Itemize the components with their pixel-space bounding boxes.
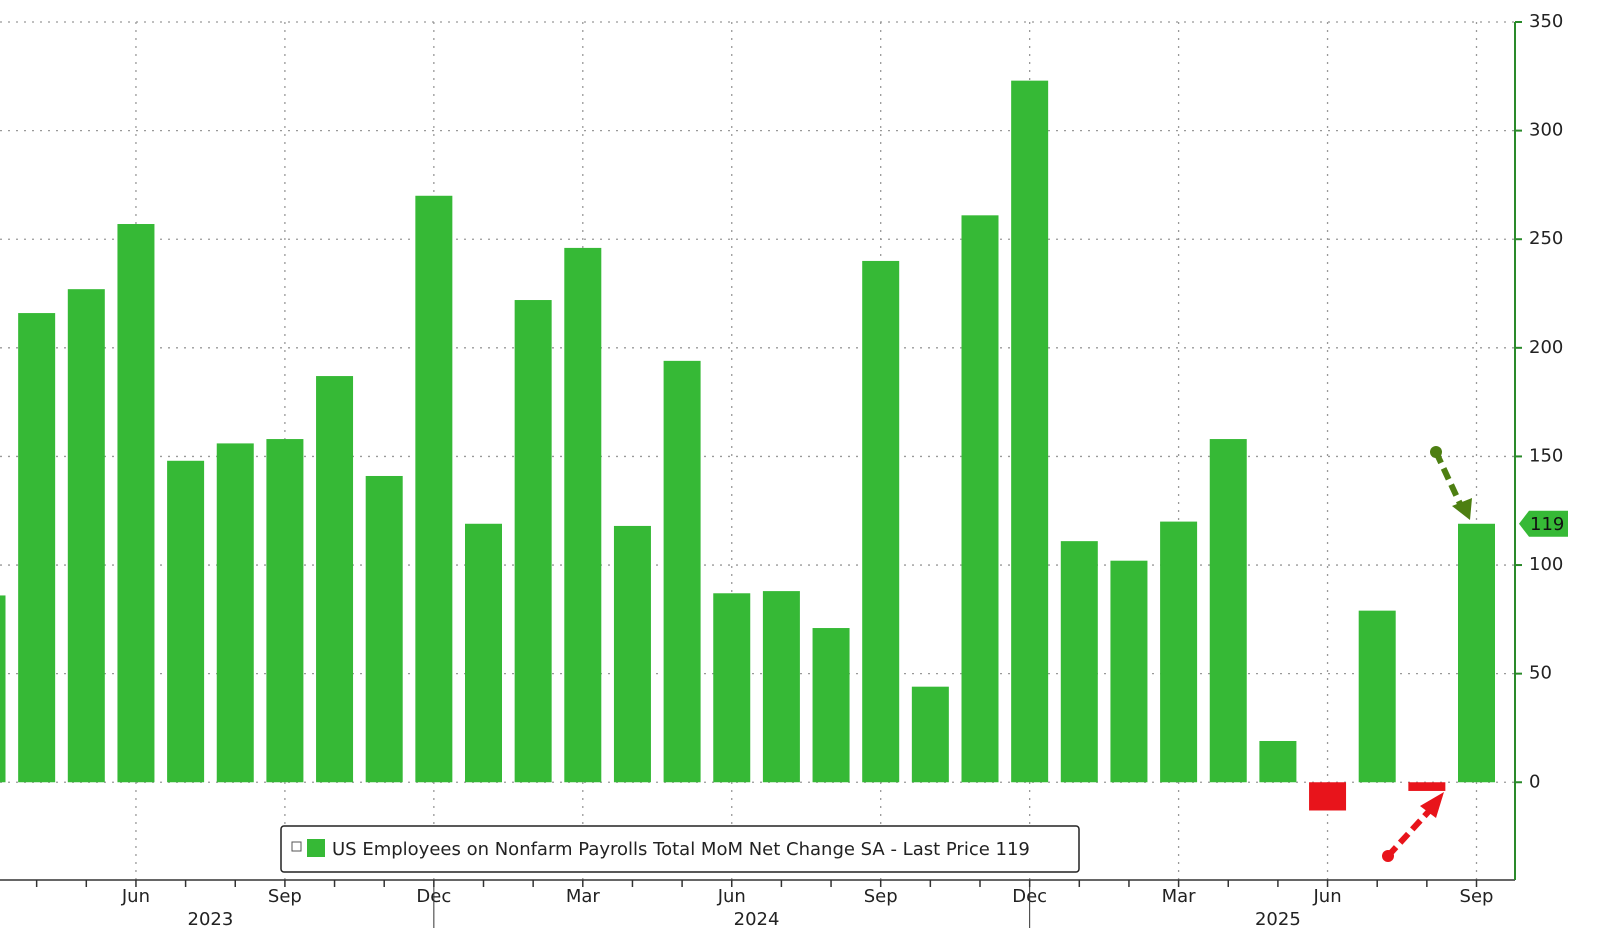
bar (1309, 782, 1347, 811)
y-tick-label: 150 (1529, 445, 1563, 466)
year-label: 2025 (1255, 909, 1301, 930)
year-label: 2024 (734, 909, 780, 930)
bar (1160, 521, 1198, 783)
legend-label: US Employees on Nonfarm Payrolls Total M… (332, 839, 1030, 860)
legend-swatch (307, 839, 325, 857)
bar (167, 460, 205, 783)
bar (1458, 523, 1495, 783)
annotation-arrows (1382, 446, 1472, 862)
bar (1011, 80, 1049, 783)
bar (514, 300, 552, 783)
bar (613, 525, 651, 783)
x-tick-label: Sep (864, 886, 898, 907)
bar (216, 443, 254, 783)
bar (316, 376, 354, 783)
y-tick-label: 100 (1529, 554, 1563, 575)
bar (1358, 610, 1396, 783)
bar (663, 360, 701, 783)
x-tick-label: Jun (121, 886, 150, 907)
bar (0, 595, 6, 783)
bar (961, 215, 999, 783)
last-price-tag (1519, 510, 1568, 537)
bar (465, 523, 502, 783)
legend-toggle (291, 841, 302, 852)
bar (862, 260, 900, 783)
bar (713, 593, 751, 783)
bar (1259, 740, 1297, 783)
bar (762, 591, 800, 783)
bar (415, 195, 453, 783)
legend-box (280, 825, 1080, 873)
x-tick-label: Mar (566, 886, 601, 907)
bar (1209, 439, 1247, 783)
bar (1110, 560, 1148, 783)
bar (266, 439, 304, 783)
bar (18, 313, 56, 783)
bar (67, 289, 105, 783)
x-tick-label: Sep (1460, 886, 1494, 907)
y-tick-label: 200 (1529, 337, 1563, 358)
x-tick-label: Jun (1312, 886, 1341, 907)
y-tick-label: 50 (1529, 663, 1552, 684)
x-tick-label: Sep (268, 886, 302, 907)
bar (564, 247, 602, 783)
x-tick-label: Mar (1162, 886, 1197, 907)
y-tick-label: 300 (1529, 120, 1563, 141)
legend: US Employees on Nonfarm Payrolls Total M… (280, 825, 1080, 873)
y-tick-label: 250 (1529, 228, 1563, 249)
last-price-label: 119 (1530, 514, 1564, 535)
year-label: 2023 (188, 909, 234, 930)
x-tick-label: Jun (717, 886, 746, 907)
bar (911, 686, 949, 783)
bar (812, 628, 850, 783)
y-tick-label: 350 (1529, 11, 1563, 32)
y-tick-label: 0 (1529, 771, 1540, 792)
bar (117, 224, 155, 783)
bar (1408, 782, 1446, 791)
bar (365, 475, 403, 783)
bar (1060, 541, 1098, 783)
